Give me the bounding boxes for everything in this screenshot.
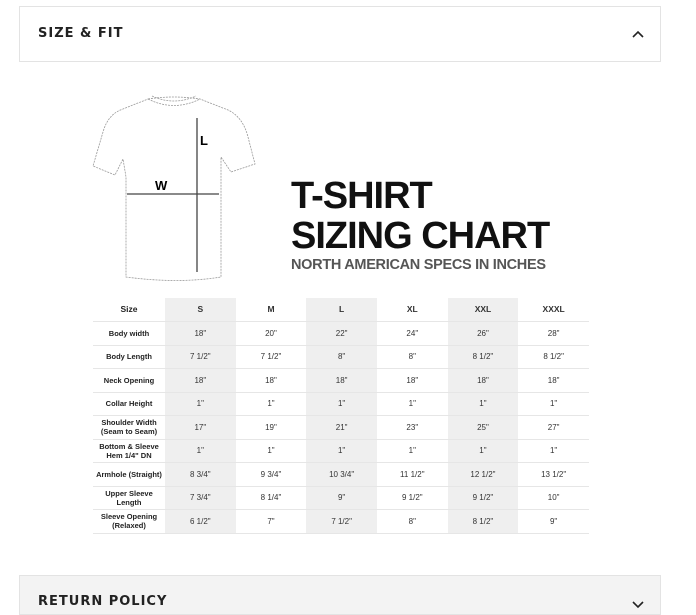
table-cell: S	[165, 298, 236, 322]
chevron-up-icon[interactable]	[632, 29, 644, 41]
table-cell: 1"	[235, 392, 307, 416]
table-cell: 17"	[165, 415, 236, 440]
length-label: L	[200, 133, 208, 148]
table-header-row: Size S M L XL XXL XXXL	[93, 298, 589, 322]
table-cell: 18"	[235, 368, 307, 393]
row-label: Body Length	[93, 345, 165, 369]
size-fit-title: SIZE & FIT	[38, 26, 124, 41]
row-label: Size	[93, 298, 165, 322]
table-cell: 26"	[447, 321, 519, 346]
table-cell: XXL	[447, 298, 519, 322]
table-cell: 18"	[165, 368, 236, 393]
table-cell: XL	[376, 298, 448, 322]
table-cell: 8 1/2"	[447, 509, 519, 534]
table-cell: 7 1/2"	[165, 345, 236, 369]
table-cell: 8"	[306, 345, 377, 369]
table-cell: 9 1/2"	[376, 486, 448, 510]
table-row: Body width 18" 20" 22" 24" 26" 28"	[93, 321, 589, 346]
chart-title-line1: T-SHIRT	[291, 175, 433, 217]
table-cell: 19"	[235, 415, 307, 440]
table-cell: 18"	[306, 368, 377, 393]
table-cell: 21"	[306, 415, 377, 440]
row-label: Neck Opening	[93, 368, 165, 393]
table-cell: 9"	[518, 509, 589, 534]
chart-title-line2: SIZING CHART	[291, 215, 550, 257]
table-cell: 1"	[518, 392, 589, 416]
size-fit-accordion[interactable]: SIZE & FIT	[19, 6, 661, 62]
table-cell: 1"	[447, 392, 519, 416]
table-cell: 18"	[447, 368, 519, 393]
table-cell: 8 1/2"	[518, 345, 589, 369]
row-label: Armhole (Straight)	[93, 462, 165, 487]
table-cell: 10 3/4"	[306, 462, 377, 487]
table-cell: 20"	[235, 321, 307, 346]
table-cell: 18"	[518, 368, 589, 393]
table-row: Upper Sleeve Length 7 3/4" 8 1/4" 9" 9 1/2" 9…	[93, 486, 589, 510]
size-table: Size S M L XL XXL XXXL Body width 18" 20" 22" 24" 26…	[93, 298, 589, 534]
row-label: Sleeve Opening (Relaxed)	[93, 509, 165, 534]
table-cell: 7 3/4"	[165, 486, 236, 510]
table-row: Sleeve Opening (Relaxed) 6 1/2" 7" 7 1/2" 8"…	[93, 509, 589, 534]
table-cell: 1"	[165, 439, 236, 463]
row-label: Shoulder Width (Seam to Seam)	[93, 415, 165, 440]
table-cell: 9 1/2"	[447, 486, 519, 510]
table-cell: L	[306, 298, 377, 322]
row-label: Body width	[93, 321, 165, 346]
table-cell: 8"	[376, 509, 448, 534]
row-label: Bottom & Sleeve Hem 1/4" DN	[93, 439, 165, 463]
table-cell: 7"	[235, 509, 307, 534]
table-cell: 23"	[376, 415, 448, 440]
tshirt-diagram: L W	[92, 95, 256, 281]
table-cell: 1"	[447, 439, 519, 463]
table-cell: 18"	[165, 321, 236, 346]
table-cell: XXXL	[518, 298, 589, 322]
table-cell: 10"	[518, 486, 589, 510]
table-row: Collar Height 1" 1" 1" 1" 1" 1"	[93, 392, 589, 416]
table-row: Neck Opening 18" 18" 18" 18" 18" 18"	[93, 368, 589, 393]
chart-subtitle: NORTH AMERICAN SPECS IN INCHES	[291, 257, 546, 273]
table-cell: 7 1/2"	[306, 509, 377, 534]
table-cell: M	[235, 298, 307, 322]
table-row: Armhole (Straight) 8 3/4" 9 3/4" 10 3/4" 11 …	[93, 462, 589, 487]
table-cell: 18"	[376, 368, 448, 393]
row-label: Upper Sleeve Length	[93, 486, 165, 510]
table-cell: 1"	[306, 439, 377, 463]
table-cell: 9"	[306, 486, 377, 510]
table-cell: 9 3/4"	[235, 462, 307, 487]
table-cell: 1"	[235, 439, 307, 463]
table-cell: 28"	[518, 321, 589, 346]
table-cell: 13 1/2"	[518, 462, 589, 487]
table-cell: 1"	[518, 439, 589, 463]
table-cell: 6 1/2"	[165, 509, 236, 534]
table-cell: 8 1/2"	[447, 345, 519, 369]
table-cell: 1"	[165, 392, 236, 416]
table-row: Bottom & Sleeve Hem 1/4" DN 1" 1" 1" 1" 1" 1"	[93, 439, 589, 463]
table-cell: 1"	[306, 392, 377, 416]
table-cell: 1"	[376, 439, 448, 463]
table-cell: 11 1/2"	[376, 462, 448, 487]
table-cell: 22"	[306, 321, 377, 346]
table-cell: 27"	[518, 415, 589, 440]
width-label: W	[155, 178, 168, 193]
table-cell: 24"	[376, 321, 448, 346]
table-cell: 7 1/2"	[235, 345, 307, 369]
table-cell: 8 3/4"	[165, 462, 236, 487]
row-label: Collar Height	[93, 392, 165, 416]
table-cell: 12 1/2"	[447, 462, 519, 487]
chevron-down-icon[interactable]	[632, 598, 644, 610]
table-cell: 25"	[447, 415, 519, 440]
table-cell: 1"	[376, 392, 448, 416]
table-row: Shoulder Width (Seam to Seam) 17" 19" 21" 23…	[93, 415, 589, 440]
table-row: Body Length 7 1/2" 7 1/2" 8" 8" 8 1/2" 8 1/2"	[93, 345, 589, 369]
table-cell: 8"	[376, 345, 448, 369]
table-cell: 8 1/4"	[235, 486, 307, 510]
return-policy-accordion[interactable]: RETURN POLICY	[19, 575, 661, 615]
